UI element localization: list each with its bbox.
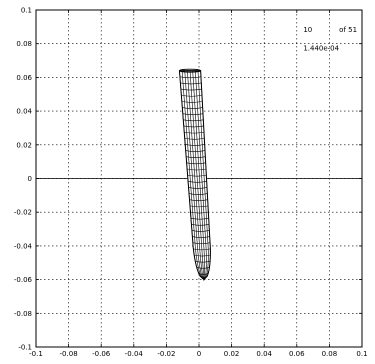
x-tick-label: -0.1 <box>29 350 43 358</box>
mesh-line-cross <box>190 217 209 220</box>
mesh-line-cross <box>191 230 210 232</box>
mesh-line-longitudinal <box>197 70 209 280</box>
y-tick-label: -0.06 <box>14 276 33 284</box>
mesh-line-cross <box>188 193 208 195</box>
mesh-line-cross <box>198 273 209 275</box>
mesh-line-cross <box>190 211 209 214</box>
mesh-line-cross <box>188 187 208 189</box>
x-tick-label: 0.1 <box>356 350 367 358</box>
y-tick-label: 0.02 <box>16 141 32 149</box>
x-tick-label: 0.08 <box>322 350 338 358</box>
mesh-line-cross <box>182 113 204 115</box>
x-tick-label: 0 <box>197 350 201 358</box>
time-value: 1.440e-04 <box>303 44 339 52</box>
y-tick-label: -0.08 <box>14 310 32 318</box>
mesh-line-cross <box>194 254 211 257</box>
x-tick-label: 0.02 <box>224 350 240 358</box>
mesh-line-longitudinal <box>195 70 207 280</box>
mesh-line-cross <box>186 156 206 159</box>
y-axis-ticks: 0.1 0.08 0.06 0.04 0.02 0 -0.02 -0.04 -0.06 -0.08… <box>14 7 362 352</box>
mesh-line-cross <box>181 101 203 103</box>
mesh-line-cross <box>184 131 205 134</box>
mesh-line-cross <box>181 94 203 97</box>
x-tick-label: -0.04 <box>125 350 144 358</box>
x-axis-ticks: -0.1 -0.08 -0.06 -0.04 -0.02 0 0.02 0.04 0.06 0.0… <box>29 10 368 358</box>
y-tick-label: 0 <box>28 175 32 183</box>
mesh-line-cross <box>192 236 210 238</box>
mesh-line-longitudinal <box>187 70 205 280</box>
y-tick-label: 0.06 <box>16 74 32 82</box>
surface-top-rim <box>178 68 202 73</box>
mesh-line-longitudinal <box>189 70 205 280</box>
mesh-line-cross <box>180 82 202 85</box>
y-tick-label: 0.1 <box>21 7 32 15</box>
y-tick-label: -0.04 <box>14 242 33 250</box>
mesh-line-cross <box>183 125 204 128</box>
y-tick-label: 0.08 <box>16 40 32 48</box>
mesh-line-cross <box>179 76 202 79</box>
y-tick-label: 0.04 <box>16 108 32 116</box>
x-tick-label: -0.02 <box>157 350 175 358</box>
mesh-line-cross <box>185 144 205 146</box>
mesh-line-cross <box>182 107 203 109</box>
mesh-line-longitudinal <box>181 70 205 280</box>
y-tick-label: -0.02 <box>14 209 32 217</box>
mesh-line-cross <box>196 267 210 269</box>
x-tick-label: -0.08 <box>60 350 78 358</box>
mesh-line-cross <box>187 168 207 171</box>
mesh-line-cross <box>195 260 211 263</box>
x-tick-label: 0.04 <box>256 350 272 358</box>
mesh-line-cross <box>189 205 209 208</box>
surface-mesh <box>178 68 211 281</box>
mesh-line-cross <box>192 242 211 245</box>
mesh-line-cross <box>188 180 207 183</box>
mesh-line-cross <box>191 223 210 226</box>
mesh-line-cross <box>179 70 201 72</box>
mesh-line-cross <box>189 199 208 202</box>
mesh-line-cross <box>180 88 202 91</box>
mesh-line-cross <box>193 248 211 251</box>
mesh-line-longitudinal <box>184 70 205 280</box>
mesh-line-cross <box>185 150 206 152</box>
y-tick-label: -0.1 <box>18 344 32 352</box>
x-tick-label: 0.06 <box>289 350 305 358</box>
mesh-line-longitudinal <box>192 70 205 280</box>
mesh-line-cross <box>184 137 205 140</box>
mesh-line-cross <box>186 162 206 165</box>
frame-number: 10 <box>303 26 312 34</box>
mesh-line-cross <box>187 174 207 177</box>
mesh-line-cross <box>183 119 204 122</box>
frame-total: of 51 <box>339 26 357 34</box>
x-tick-label: -0.06 <box>92 350 111 358</box>
